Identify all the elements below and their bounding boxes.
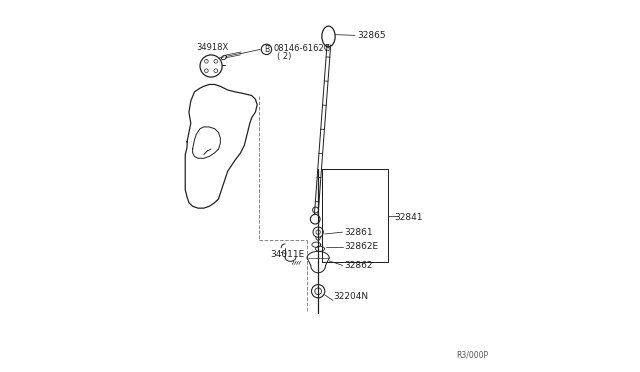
Text: 32862E: 32862E bbox=[344, 243, 378, 251]
Text: 32841: 32841 bbox=[394, 213, 422, 222]
Text: 32204N: 32204N bbox=[333, 292, 368, 301]
Text: 32862: 32862 bbox=[344, 261, 372, 270]
Text: B: B bbox=[264, 45, 269, 54]
Text: 08146-6162G: 08146-6162G bbox=[273, 44, 331, 53]
Text: ( 2): ( 2) bbox=[277, 52, 292, 61]
Text: 32861: 32861 bbox=[344, 228, 372, 237]
Text: 34011E: 34011E bbox=[270, 250, 305, 259]
Text: R3/000P: R3/000P bbox=[456, 350, 489, 360]
Text: 34918X: 34918X bbox=[196, 43, 228, 52]
Text: 32865: 32865 bbox=[357, 31, 385, 40]
